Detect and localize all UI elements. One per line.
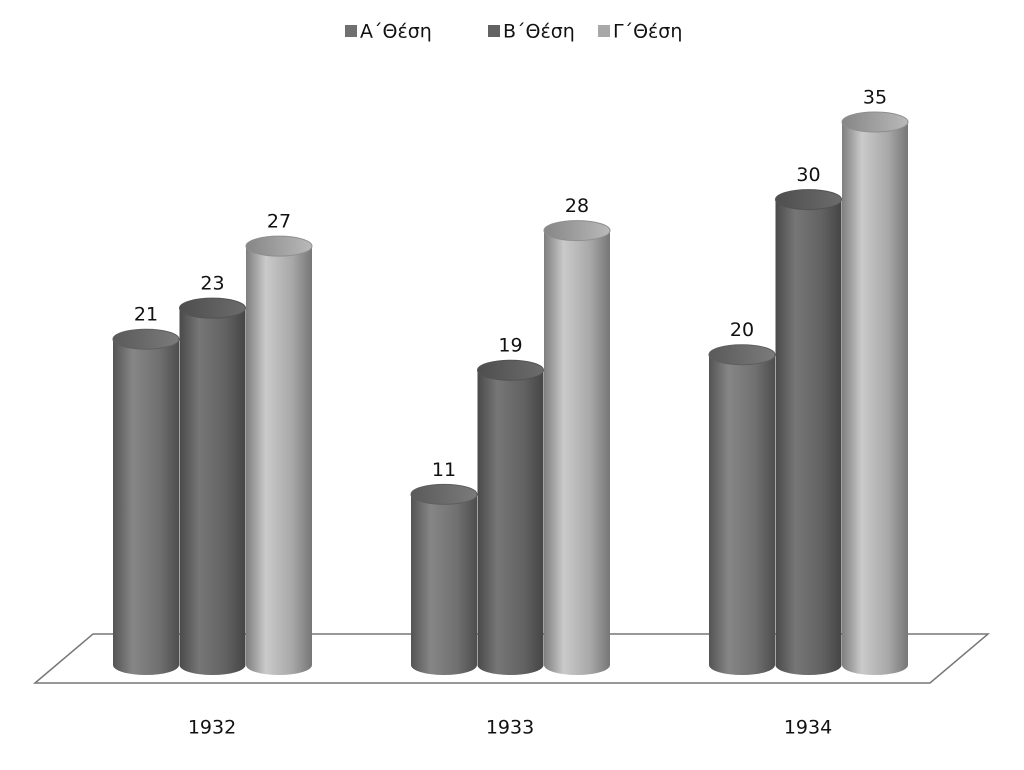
value-label: 27 — [267, 211, 291, 233]
x-tick-label: 1934 — [784, 717, 832, 739]
bar-top — [179, 297, 246, 319]
value-label: 21 — [134, 304, 158, 326]
x-tick-label: 1932 — [188, 717, 236, 739]
value-label: 23 — [200, 273, 224, 295]
bar-top — [543, 220, 611, 242]
legend-swatch — [488, 25, 500, 37]
legend-label: Α΄Θέση — [360, 21, 432, 43]
bar — [842, 122, 908, 675]
bar-top — [841, 111, 909, 133]
bar-top — [775, 189, 842, 211]
bar — [477, 370, 544, 675]
x-tick-label: 1933 — [486, 717, 534, 739]
value-label: 19 — [498, 335, 522, 357]
legend-label: Β΄Θέση — [503, 21, 575, 43]
bar — [775, 199, 842, 676]
bar-top — [477, 359, 544, 381]
value-label: 11 — [432, 459, 456, 481]
value-label: 28 — [565, 195, 589, 217]
value-label: 30 — [796, 164, 820, 186]
bar-top — [112, 328, 180, 350]
bar — [246, 246, 312, 675]
bar — [544, 230, 610, 675]
bar-top — [245, 235, 313, 257]
bar-top — [410, 483, 478, 505]
bar — [709, 354, 775, 675]
bar — [411, 494, 477, 675]
value-label: 20 — [730, 319, 754, 341]
bar — [113, 339, 179, 675]
bar — [179, 308, 246, 675]
legend-swatch — [598, 25, 610, 37]
bar-top — [708, 344, 776, 366]
value-label: 35 — [863, 87, 887, 109]
legend-label: Γ΄Θέση — [613, 21, 682, 43]
legend-swatch — [345, 25, 357, 37]
